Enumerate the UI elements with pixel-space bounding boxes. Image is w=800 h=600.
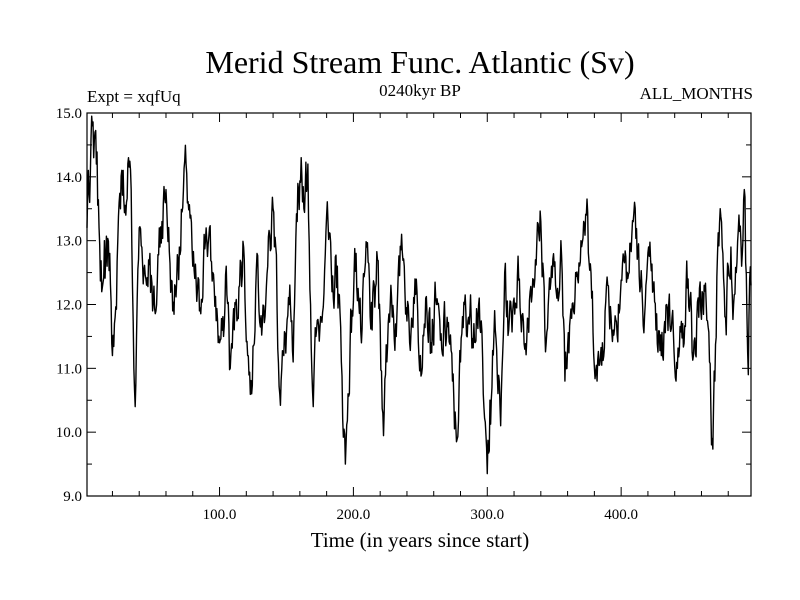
- y-tick-label: 10.0: [56, 425, 82, 441]
- y-tick-label: 15.0: [56, 106, 82, 122]
- y-tick-label: 12.0: [56, 298, 82, 314]
- y-tick-label: 11.0: [56, 361, 82, 377]
- y-tick-label: 9.0: [63, 489, 82, 505]
- y-tick-label: 14.0: [56, 170, 82, 186]
- period-label: 0240kyr BP: [379, 81, 461, 100]
- series-line-0: [86, 115, 752, 475]
- x-axis-title: Time (in years since start): [311, 528, 530, 552]
- x-tick-label: 300.0: [470, 507, 504, 523]
- plot-area: [86, 115, 752, 475]
- x-tick-label: 400.0: [604, 507, 638, 523]
- y-tick-label: 13.0: [56, 234, 82, 250]
- chart-title: Merid Stream Func. Atlantic (Sv): [205, 44, 634, 80]
- x-tick-label: 100.0: [203, 507, 237, 523]
- y-axis: 9.0 10.0 11.0 12.0 13.0 14.0 15.0: [56, 106, 751, 505]
- months-label: ALL_MONTHS: [640, 84, 753, 103]
- x-axis: 100.0 200.0 300.0 400.0: [111, 113, 729, 523]
- experiment-label: Expt = xqfUq: [87, 87, 181, 106]
- x-tick-label: 200.0: [337, 507, 371, 523]
